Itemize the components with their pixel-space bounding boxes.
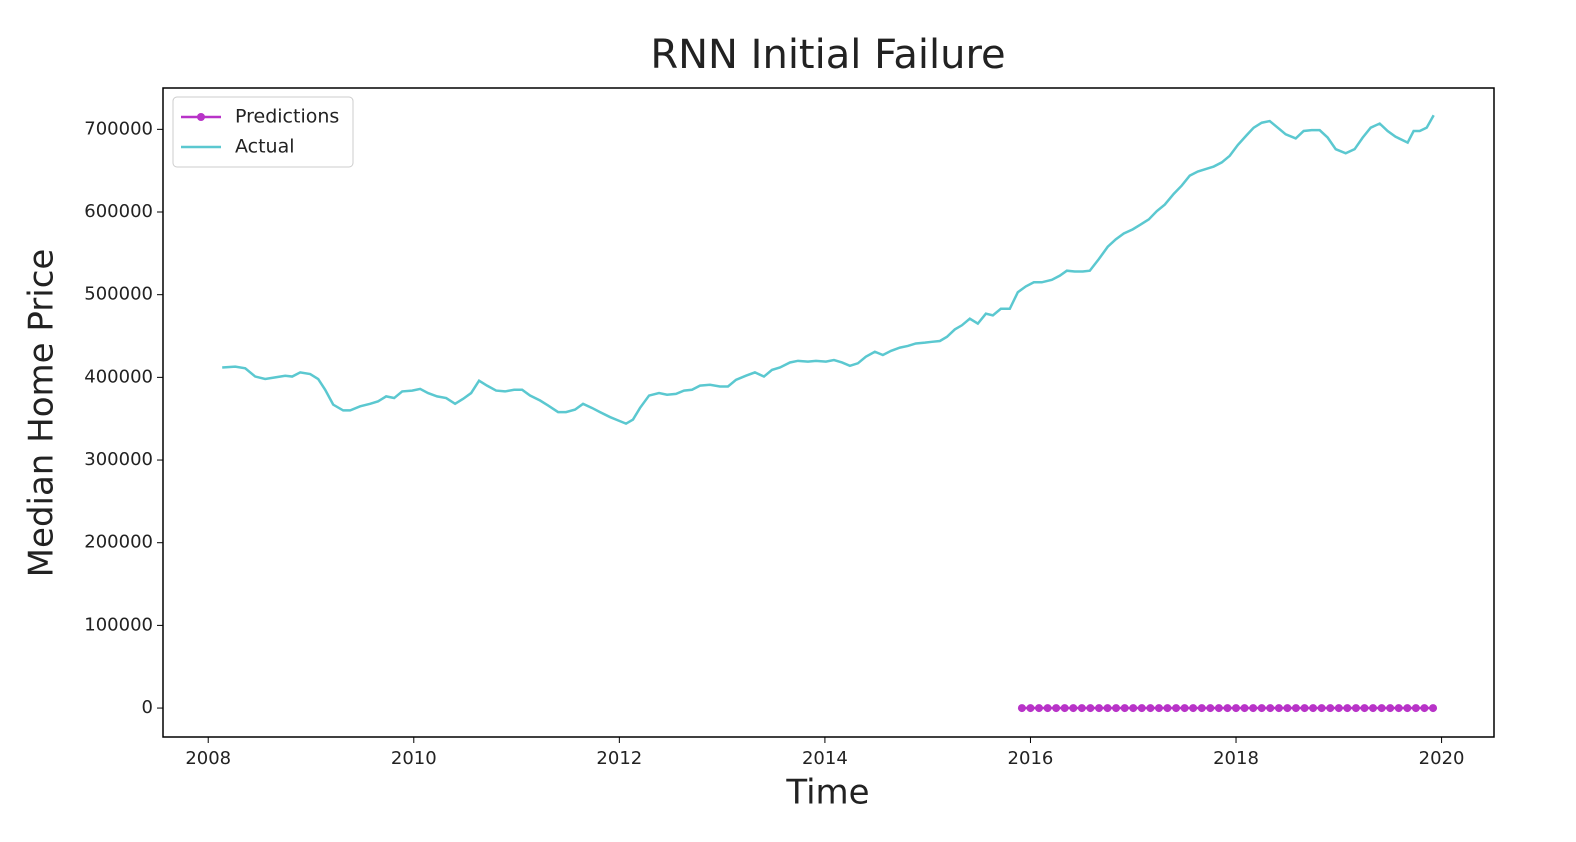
series-marker [1120, 704, 1129, 713]
y-tick-label: 700000 [84, 118, 153, 139]
series-marker [1172, 704, 1181, 713]
series-marker [1377, 704, 1386, 713]
x-tick-label: 2016 [1008, 748, 1054, 769]
series-marker [1197, 704, 1206, 713]
series-marker [1060, 704, 1069, 713]
series-marker [1026, 704, 1035, 713]
series-marker [1394, 704, 1403, 713]
y-axis-label: Median Home Price [22, 249, 62, 578]
series-marker [1429, 704, 1438, 713]
series-marker [1034, 704, 1043, 713]
series-marker [1052, 704, 1061, 713]
x-tick-label: 2010 [391, 748, 437, 769]
chart-title: RNN Initial Failure [650, 32, 1005, 78]
series-marker [1386, 704, 1395, 713]
legend-marker [197, 113, 205, 121]
series-marker [1214, 704, 1223, 713]
series-marker [1283, 704, 1292, 713]
legend-box [172, 96, 354, 168]
series-line [222, 114, 1435, 426]
series-marker [1146, 704, 1155, 713]
series-marker [1017, 704, 1026, 713]
series-marker [1249, 704, 1258, 713]
series-marker [1291, 704, 1300, 713]
plot-frame [162, 87, 1495, 738]
x-tick-label: 2014 [802, 748, 848, 769]
series-marker [1274, 704, 1283, 713]
series-marker [1351, 704, 1360, 713]
series-marker [1180, 704, 1189, 713]
series-marker [1077, 704, 1086, 713]
series-marker [1257, 704, 1266, 713]
series-marker [1103, 704, 1112, 713]
series-marker [1206, 704, 1215, 713]
series-marker [1360, 704, 1369, 713]
x-tick-label: 2020 [1419, 748, 1465, 769]
series-marker [1317, 704, 1326, 713]
series-marker [1095, 704, 1104, 713]
series-marker [1129, 704, 1138, 713]
series-marker [1043, 704, 1052, 713]
x-tick-label: 2008 [185, 748, 231, 769]
series-marker [1163, 704, 1172, 713]
series-marker [1403, 704, 1412, 713]
series-marker [1266, 704, 1275, 713]
series-marker [1240, 704, 1249, 713]
x-tick-label: 2012 [596, 748, 642, 769]
series-marker [1154, 704, 1163, 713]
series-marker [1086, 704, 1095, 713]
y-tick-label: 100000 [84, 614, 153, 635]
series-marker [1343, 704, 1352, 713]
series-marker [1300, 704, 1309, 713]
series-marker [1069, 704, 1078, 713]
y-tick-label: 200000 [84, 532, 153, 553]
series-marker [1223, 704, 1232, 713]
series-marker [1309, 704, 1318, 713]
series-marker [1112, 704, 1121, 713]
series-marker [1334, 704, 1343, 713]
series-marker [1411, 704, 1420, 713]
legend-label: Predictions [235, 106, 339, 128]
series-marker [1137, 704, 1146, 713]
y-tick-label: 0 [142, 697, 153, 718]
series-marker [1189, 704, 1198, 713]
y-tick-label: 500000 [84, 284, 153, 305]
y-tick-label: 400000 [84, 366, 153, 387]
series-marker [1369, 704, 1378, 713]
y-tick-label: 300000 [84, 449, 153, 470]
series-marker [1326, 704, 1335, 713]
legend-label: Actual [235, 136, 295, 158]
series-marker [1420, 704, 1429, 713]
x-tick-label: 2018 [1213, 748, 1259, 769]
series-marker [1232, 704, 1241, 713]
x-axis-label: Time [785, 773, 869, 813]
y-tick-label: 600000 [84, 201, 153, 222]
